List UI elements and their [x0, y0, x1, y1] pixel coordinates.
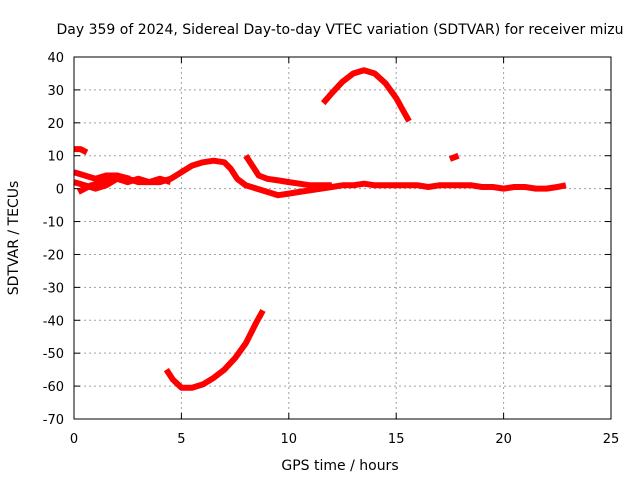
y-tick-label: 10 — [47, 150, 64, 165]
x-tick-label: 0 — [70, 432, 78, 447]
y-tick-label: 40 — [47, 51, 64, 66]
series-arc-b — [73, 157, 567, 199]
plot-frame — [73, 56, 612, 420]
y-tick-label: -60 — [43, 380, 64, 395]
series-arc-d — [76, 172, 131, 195]
x-tick-label: 20 — [495, 432, 512, 447]
y-tick-label: -30 — [43, 281, 64, 296]
series-arc-a — [74, 146, 89, 156]
y-tick-label: -40 — [43, 314, 64, 329]
y-tick-label: -70 — [43, 413, 64, 428]
x-axis-label: GPS time / hours — [281, 458, 398, 474]
y-axis-label: SDTVAR / TECUs — [6, 181, 22, 296]
tick-labels: 0 5 10 15 20 25 40 30 20 10 0 -10 -20 -30 -40 -50 -60 -70 — [43, 51, 620, 447]
y-tick-label: 30 — [47, 84, 64, 99]
y-tick-label: -50 — [43, 347, 64, 362]
x-tick-label: 5 — [177, 432, 185, 447]
chart-title: Day 359 of 2024, Sidereal Day-to-day VTE… — [57, 22, 624, 38]
y-tick-label: -20 — [43, 248, 64, 263]
x-tick-label: 10 — [281, 432, 298, 447]
series-layer — [73, 67, 567, 391]
x-tick-label: 15 — [388, 432, 405, 447]
y-tick-label: -10 — [43, 216, 64, 231]
series-arc-g — [448, 152, 460, 162]
series-arc-f — [320, 67, 412, 123]
x-tick-label: 25 — [603, 432, 620, 447]
grid — [74, 57, 611, 419]
y-tick-label: 0 — [56, 183, 64, 198]
series-arc-h — [163, 308, 266, 391]
y-tick-label: 20 — [47, 117, 64, 132]
series-arc-e — [243, 154, 332, 189]
